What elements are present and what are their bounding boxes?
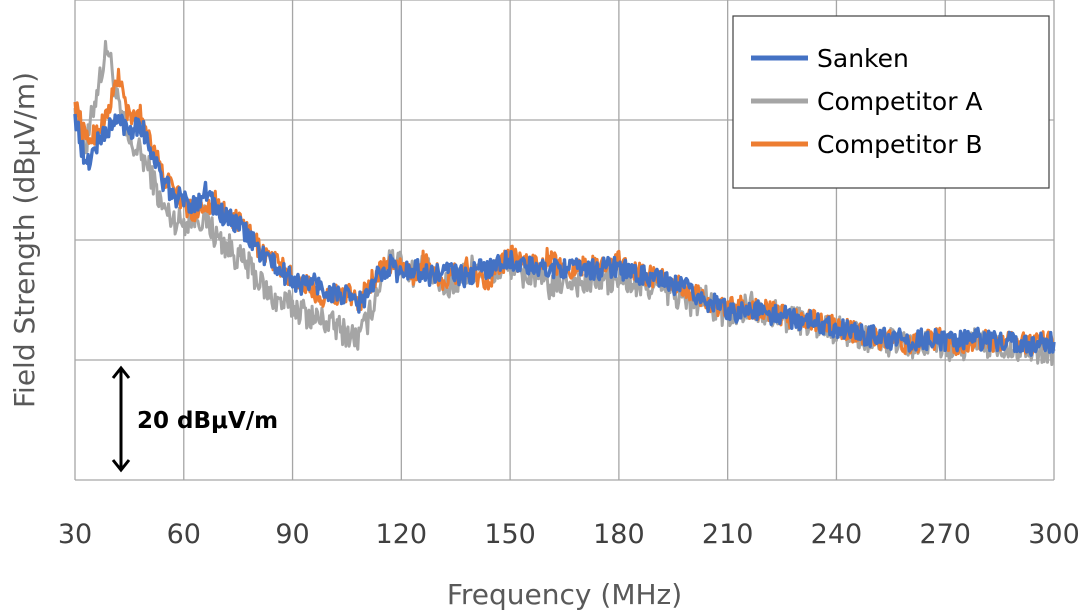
- scale-arrow-head-bottom: [111, 459, 131, 473]
- series-layer: [73, 39, 1056, 366]
- x-tick-label: 210: [702, 519, 754, 550]
- x-tick-label: 180: [593, 519, 645, 550]
- x-tick-label: 60: [167, 519, 201, 550]
- x-tick-label: 120: [376, 519, 428, 550]
- x-tick-label: 240: [811, 519, 863, 550]
- x-tick-label: 300: [1028, 519, 1080, 550]
- legend-items: Sanken Competitor A Competitor B: [751, 44, 983, 159]
- legend-label: Competitor B: [817, 130, 983, 159]
- legend: Sanken Competitor A Competitor B: [732, 15, 1050, 189]
- x-tick-label: 270: [919, 519, 971, 550]
- x-tick-label: 30: [58, 519, 92, 550]
- scale-annotation-label: 20 dBμV/m: [137, 408, 278, 434]
- scale-arrow-head-top: [111, 365, 131, 379]
- x-tick-label: 90: [275, 519, 309, 550]
- legend-label: Sanken: [817, 44, 909, 73]
- series-line-sanken: [73, 113, 1056, 357]
- x-axis-title: Frequency (MHz): [447, 578, 682, 611]
- scale-annotation: 20 dBμV/m: [111, 365, 278, 473]
- x-tick-labels: 30 60 90 120 150 180 210 240 270 300: [58, 519, 1080, 550]
- y-axis-title: Field Strength (dBμV/m): [8, 72, 41, 408]
- x-tick-label: 150: [484, 519, 536, 550]
- legend-label: Competitor A: [817, 87, 983, 116]
